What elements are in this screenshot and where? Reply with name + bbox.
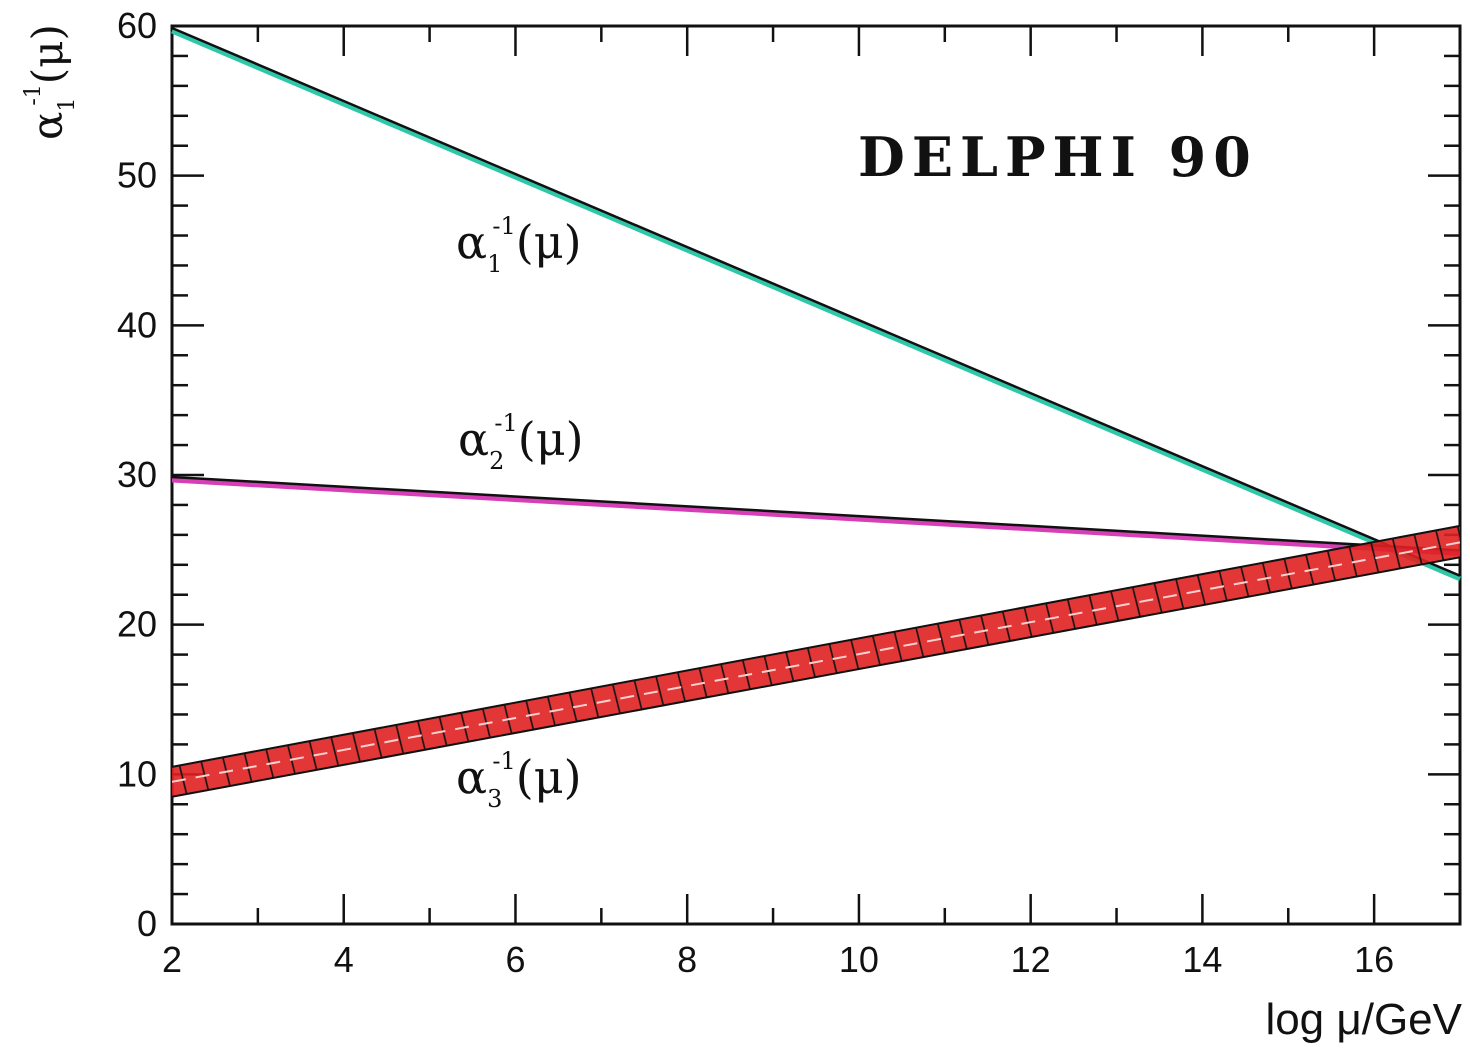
x-tick-label: 12 xyxy=(1011,939,1051,980)
x-tick-label: 8 xyxy=(677,939,697,980)
alpha3-band-lower-edge xyxy=(171,556,1461,798)
y-tick-label: 50 xyxy=(117,155,157,196)
y-tick-label: 30 xyxy=(117,454,157,495)
tick-labels: 2 4 6 8 10 12 14 16 0 10 20 30 40 50 60 xyxy=(117,5,1394,980)
y-tick-label: 0 xyxy=(137,903,157,944)
series-line-2 xyxy=(171,475,1461,552)
x-tick-label: 14 xyxy=(1182,939,1222,980)
y-tick-label: 10 xyxy=(117,753,157,794)
y-tick-label: 60 xyxy=(117,5,157,46)
chart-title: DELPHI 90 xyxy=(858,125,1258,189)
y-tick-label: 20 xyxy=(117,604,157,645)
alpha3-central-line xyxy=(171,541,1461,783)
series-line-color-1 xyxy=(171,28,1461,582)
x-tick-label: 6 xyxy=(505,939,525,980)
alpha3-band-upper-edge xyxy=(171,524,1461,768)
axis-ticks xyxy=(170,24,1462,926)
series-label-alpha2: α2-1(μ) xyxy=(458,409,584,475)
series-layer xyxy=(171,26,1461,798)
series-line-color-2 xyxy=(171,477,1461,556)
plot-frame xyxy=(170,24,1462,926)
x-tick-label: 4 xyxy=(334,939,354,980)
x-tick-label: 2 xyxy=(162,939,182,980)
x-axis-label: log μ/GeV xyxy=(1265,995,1462,1044)
y-axis-label: α1-1(μ) xyxy=(21,24,80,140)
x-tick-label: 10 xyxy=(839,939,879,980)
y-tick-label: 40 xyxy=(117,304,157,345)
series-label-alpha1: α1-1(μ) xyxy=(456,212,582,278)
x-tick-label: 16 xyxy=(1354,939,1394,980)
series-line-1 xyxy=(171,26,1461,577)
series-label-alpha3: α3-1(μ) xyxy=(456,747,582,813)
